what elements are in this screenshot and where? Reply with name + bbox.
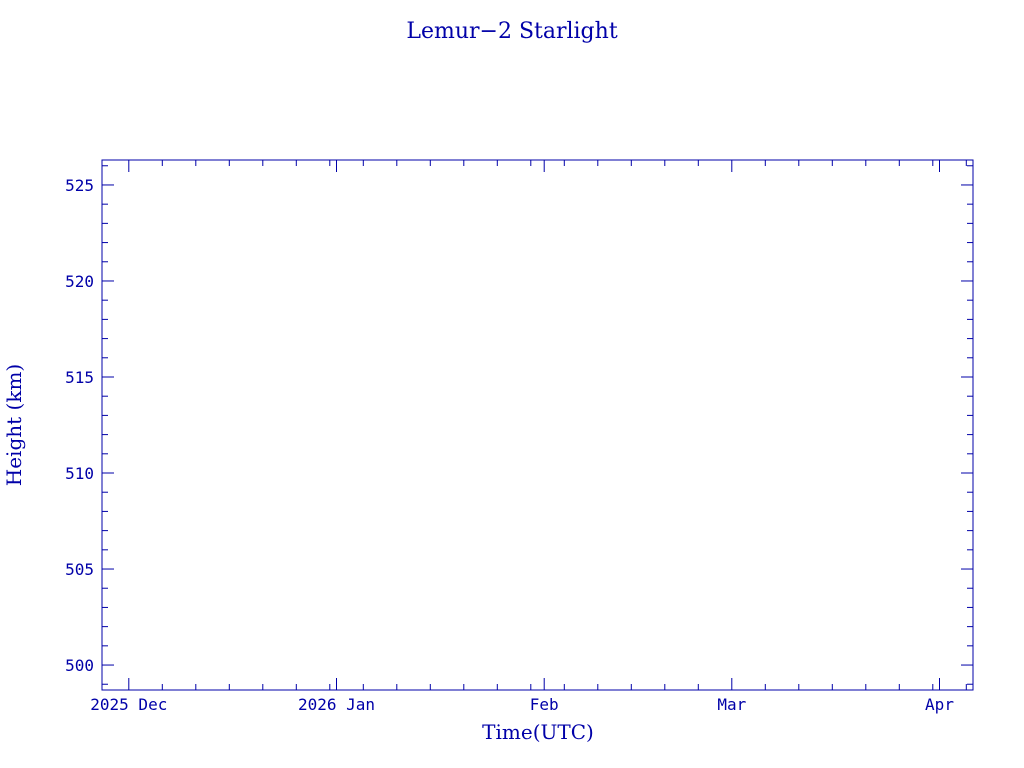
axis-ticks: [102, 160, 973, 690]
x-tick-label: 2025 Dec: [90, 695, 167, 714]
y-axis-label: Height (km): [2, 364, 26, 486]
y-tick-label: 515: [65, 368, 94, 387]
x-axis-label: Time(UTC): [482, 720, 594, 744]
chart-title: Lemur−2 Starlight: [406, 19, 617, 44]
plot-frame: [101, 159, 974, 691]
y-tick-label: 510: [65, 464, 94, 483]
x-tick-label: Apr: [925, 695, 954, 714]
y-tick-label: 505: [65, 560, 94, 579]
y-tick-label: 525: [65, 176, 94, 195]
x-tick-label: Mar: [717, 695, 746, 714]
y-tick-label: 500: [65, 656, 94, 675]
y-tick-labels: 500 505 510 515 520 525: [65, 176, 94, 675]
x-tick-label: 2026 Jan: [298, 695, 375, 714]
x-tick-label: Feb: [530, 695, 559, 714]
y-tick-label: 520: [65, 272, 94, 291]
x-tick-labels: 2025 Dec 2026 Jan Feb Mar Apr: [90, 695, 954, 714]
